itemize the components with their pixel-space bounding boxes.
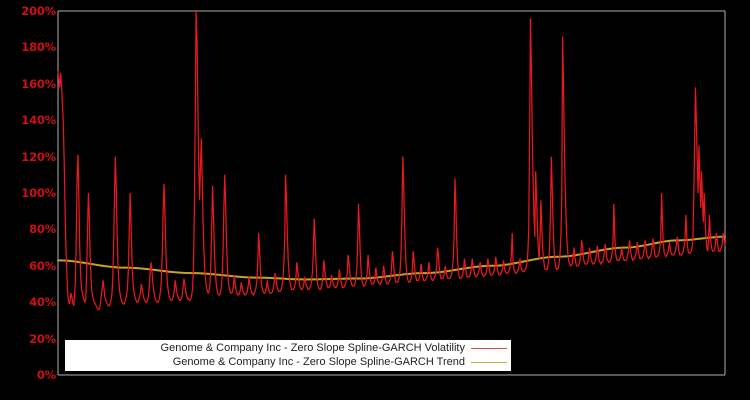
- y-tick-label: 140%: [21, 113, 56, 128]
- y-axis-tick-labels: 0% 20% 40% 60% 80% 100% 120% 140% 160% 180% 200%: [0, 0, 56, 400]
- legend-item-volatility: Genome & Company Inc - Zero Slope Spline…: [65, 342, 507, 356]
- legend-swatch-volatility: [471, 348, 507, 349]
- y-tick-label: 120%: [21, 149, 56, 164]
- y-tick-label: 160%: [21, 76, 56, 91]
- legend-label-volatility: Genome & Company Inc - Zero Slope Spline…: [160, 342, 465, 354]
- trend-line: [57, 235, 726, 281]
- y-tick-label: 60%: [29, 258, 56, 273]
- y-tick-label: 100%: [21, 186, 56, 200]
- legend-item-trend: Genome & Company Inc - Zero Slope Spline…: [65, 356, 507, 370]
- y-tick-label: 180%: [21, 40, 56, 55]
- y-tick-label: 200%: [21, 4, 56, 18]
- y-tick-label: 0%: [36, 368, 56, 382]
- y-tick-label: 40%: [29, 295, 56, 310]
- chart-legend: Genome & Company Inc - Zero Slope Spline…: [65, 340, 511, 371]
- y-tick-label: 20%: [29, 331, 56, 346]
- volatility-line: [57, 10, 726, 311]
- y-tick-label: 80%: [29, 222, 56, 237]
- legend-swatch-trend: [471, 362, 507, 363]
- legend-label-trend: Genome & Company Inc - Zero Slope Spline…: [172, 356, 465, 368]
